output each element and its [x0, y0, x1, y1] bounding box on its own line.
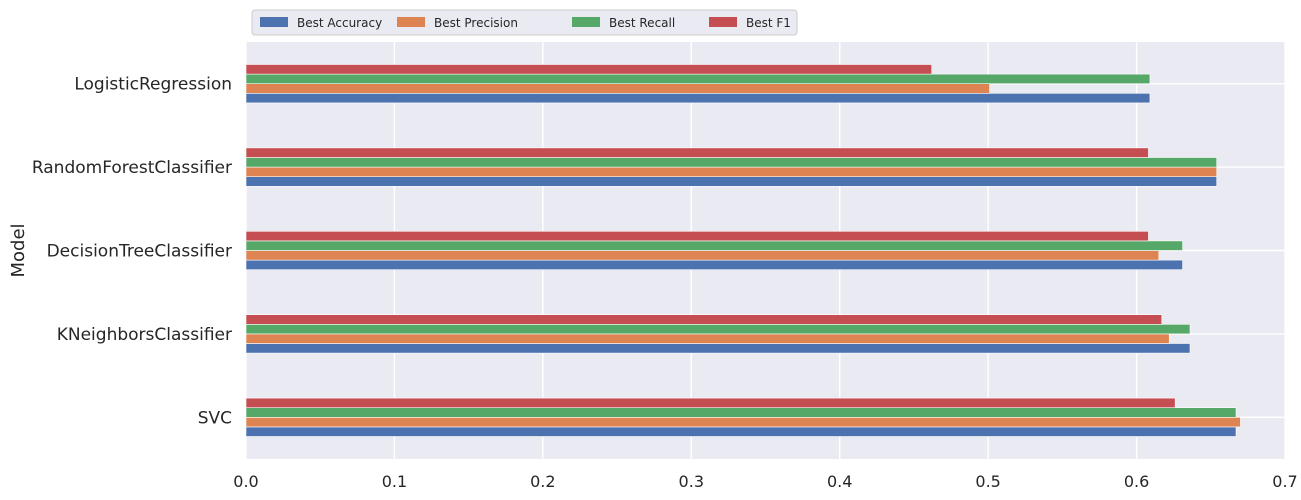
x-tick-labels: 0.0 0.1 0.2 0.3 0.4 0.5 0.6 0.7: [233, 472, 1297, 491]
bar: [245, 93, 1151, 104]
bar: [245, 231, 1149, 242]
x-tick-label: 0.2: [530, 472, 555, 491]
bar: [245, 416, 1241, 428]
category-label: KNeighborsClassifier: [57, 325, 232, 345]
legend-swatch: [709, 17, 737, 27]
bar: [245, 147, 1149, 158]
category-label: RandomForestClassifier: [32, 158, 232, 178]
bar: [245, 333, 1170, 344]
category-labels: SVC KNeighborsClassifier DecisionTreeClass…: [32, 75, 232, 429]
bar: [245, 83, 990, 94]
category-label: DecisionTreeClassifier: [47, 242, 232, 262]
category-label: SVC: [198, 408, 232, 428]
x-tick-label: 0.3: [679, 472, 704, 491]
x-tick-label: 0.0: [233, 472, 258, 491]
bar: [245, 240, 1183, 251]
bar: [245, 407, 1237, 418]
bar: [245, 259, 1183, 271]
bars-group: [245, 64, 1241, 437]
legend-label: Best Recall: [609, 16, 675, 30]
bar: [245, 323, 1191, 335]
legend-label: Best Accuracy: [297, 16, 382, 30]
bar: [245, 397, 1176, 409]
bar: [245, 250, 1160, 261]
legend-box: [251, 9, 798, 36]
bar: [245, 157, 1218, 168]
legend-swatch: [397, 17, 425, 27]
bar: [245, 64, 933, 75]
x-tick-label: 0.1: [382, 472, 407, 491]
x-tick-label: 0.7: [1272, 472, 1297, 491]
legend-label: Best Precision: [434, 16, 518, 30]
legend-label: Best F1: [746, 16, 791, 30]
legend: Best Accuracy Best Precision Best Recall Be…: [251, 9, 798, 36]
y-axis-title: Model: [8, 223, 29, 277]
bar: [245, 176, 1218, 187]
bar: [245, 426, 1237, 437]
legend-swatch: [572, 17, 600, 27]
category-label: LogisticRegression: [74, 75, 232, 95]
bar: [245, 314, 1163, 325]
bar: [245, 343, 1191, 354]
bar: [245, 166, 1218, 178]
x-tick-label: 0.6: [1124, 472, 1149, 491]
x-tick-label: 0.4: [827, 472, 852, 491]
legend-swatch: [260, 17, 288, 27]
x-tick-label: 0.5: [975, 472, 1000, 491]
bar: [245, 73, 1151, 84]
